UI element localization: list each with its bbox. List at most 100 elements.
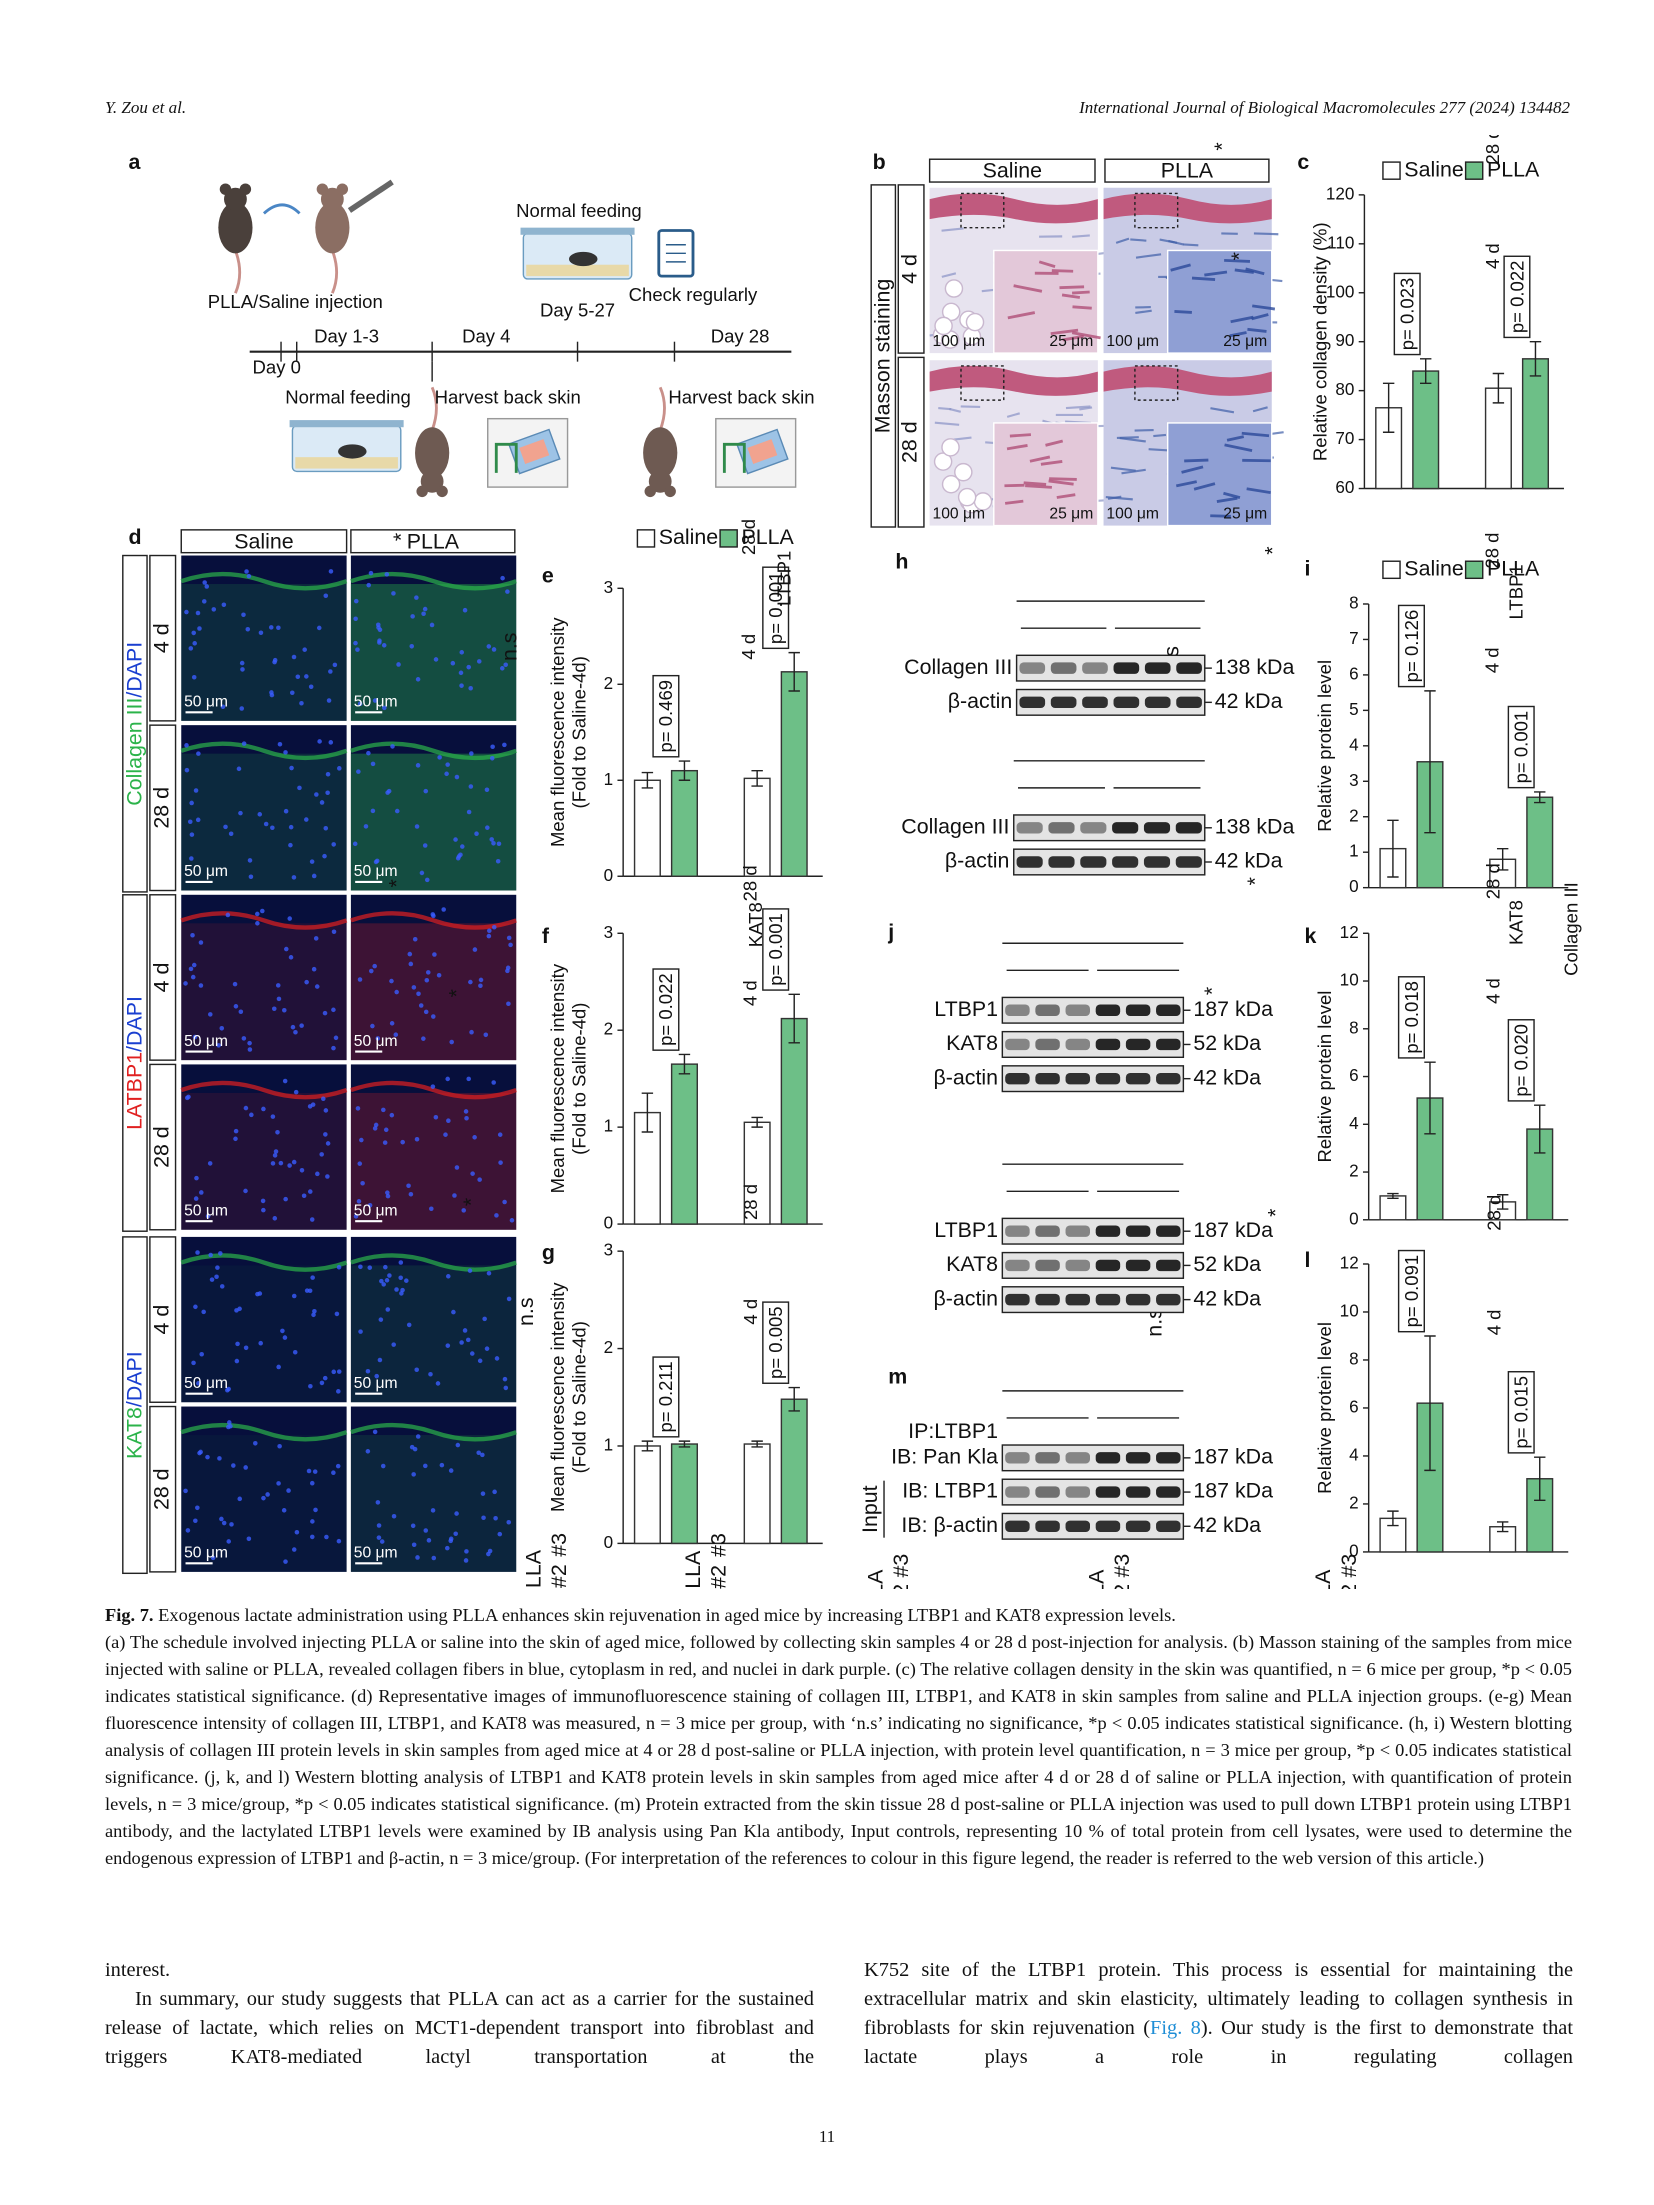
- figure-link[interactable]: Fig. 8: [1150, 2017, 1201, 2039]
- nucleus: [431, 913, 436, 919]
- nucleus: [356, 769, 361, 774]
- nucleus: [382, 705, 387, 711]
- nucleus: [506, 935, 512, 941]
- nucleus: [411, 1472, 416, 1477]
- mouse-head: [320, 187, 344, 211]
- mouse-ear: [644, 485, 656, 498]
- kda-label: 138 kDa: [1215, 814, 1295, 838]
- nucleus: [331, 929, 337, 935]
- nucleus: [502, 1199, 507, 1205]
- collagen-fiber: [1105, 496, 1133, 501]
- error-bar: [1534, 1456, 1546, 1502]
- nucleus: [375, 1500, 381, 1505]
- p-value-bracket: [1503, 255, 1531, 339]
- nucleus: [243, 1188, 248, 1194]
- nucleus: [309, 1534, 315, 1540]
- nucleus: [489, 756, 495, 761]
- panel-letter: b: [873, 150, 886, 174]
- nucleus: [324, 1534, 329, 1540]
- nucleus: [366, 750, 371, 756]
- nucleus: [201, 599, 207, 604]
- row-header: 28 d: [149, 787, 173, 829]
- row-header-box: [149, 1236, 177, 1403]
- y-tick-label: 10: [1340, 1301, 1359, 1320]
- nucleus: [260, 1198, 266, 1204]
- nucleus: [276, 625, 281, 631]
- nucleus: [468, 685, 473, 691]
- p-value-bracket: [1507, 705, 1535, 789]
- blot-row-label: β-actin: [933, 1286, 998, 1310]
- running-author: Y. Zou et al.: [105, 98, 187, 117]
- error-bar: [678, 1440, 691, 1448]
- kda-label: 187 kDa: [1193, 1444, 1273, 1468]
- nucleus: [269, 690, 274, 695]
- blot-row-label: IB: Pan Kla: [891, 1444, 998, 1468]
- collagen-fiber: [1065, 405, 1091, 410]
- lane-label: #3: [1337, 1554, 1361, 1578]
- column-header-box: [180, 529, 348, 554]
- nucleus: [424, 877, 430, 883]
- x-tick-label: 28 d: [1483, 1195, 1504, 1231]
- nucleus: [376, 1535, 382, 1540]
- p-value: p= 0.015: [1511, 1376, 1532, 1449]
- inset-fiber: [1013, 284, 1043, 293]
- band: [1125, 1004, 1151, 1016]
- mouse-body: [315, 201, 350, 254]
- nucleus: [446, 1274, 451, 1279]
- nucleus: [319, 800, 325, 805]
- lane-label: #2: [1110, 1584, 1134, 1589]
- nucleus: [378, 1317, 384, 1322]
- error-bar: [1496, 847, 1509, 871]
- nucleus: [223, 824, 228, 830]
- nucleus: [423, 1009, 429, 1015]
- nucleus: [459, 683, 464, 688]
- nucleus: [463, 1109, 469, 1114]
- y-tick-label: 12: [1340, 1254, 1359, 1273]
- inset-fiber: [1170, 263, 1191, 272]
- band: [1125, 1072, 1151, 1085]
- nucleus: [477, 1177, 482, 1182]
- paragraph: K752 site of the LTBP1 protein. This pro…: [864, 1956, 1573, 2072]
- inset-fiber: [1251, 313, 1269, 321]
- nucleus: [184, 767, 190, 773]
- nucleus: [370, 761, 376, 767]
- nucleus: [496, 841, 502, 847]
- nucleus: [282, 1007, 287, 1013]
- y-tick-label: 5: [1349, 700, 1359, 719]
- nucleus: [411, 1542, 417, 1548]
- if-epidermis: [180, 1253, 348, 1272]
- mouse-tail: [234, 249, 242, 294]
- nucleus: [328, 669, 333, 674]
- nucleus: [374, 858, 380, 864]
- nucleus: [215, 1265, 220, 1270]
- if-signal: [181, 1265, 347, 1403]
- nucleus: [444, 771, 449, 777]
- x-tick-label: 28 d: [738, 519, 759, 555]
- nucleus: [489, 837, 494, 842]
- nucleus: [316, 625, 322, 631]
- nucleus: [358, 1264, 363, 1270]
- nucleus: [389, 1112, 395, 1118]
- nucleus: [325, 771, 331, 777]
- band: [1125, 1293, 1151, 1306]
- band: [1143, 822, 1171, 834]
- band: [1095, 1225, 1121, 1237]
- nucleus: [196, 751, 201, 756]
- cage-mouse: [338, 444, 367, 459]
- mouse-ear: [239, 183, 252, 195]
- inset-fiber: [1245, 267, 1265, 276]
- error-bar: [1496, 1521, 1509, 1533]
- nucleus: [433, 1114, 439, 1120]
- adipocyte: [957, 487, 977, 507]
- nucleus: [469, 751, 474, 756]
- nucleus: [193, 1518, 198, 1524]
- inset-fiber: [1050, 328, 1079, 336]
- nucleus: [415, 677, 421, 682]
- nucleus: [452, 1193, 457, 1198]
- nucleus: [376, 625, 381, 630]
- nucleus: [187, 819, 193, 824]
- error-bar: [751, 1440, 763, 1448]
- p-value-bracket: [1507, 1019, 1535, 1102]
- band: [1048, 822, 1075, 834]
- nucleus: [481, 1515, 486, 1521]
